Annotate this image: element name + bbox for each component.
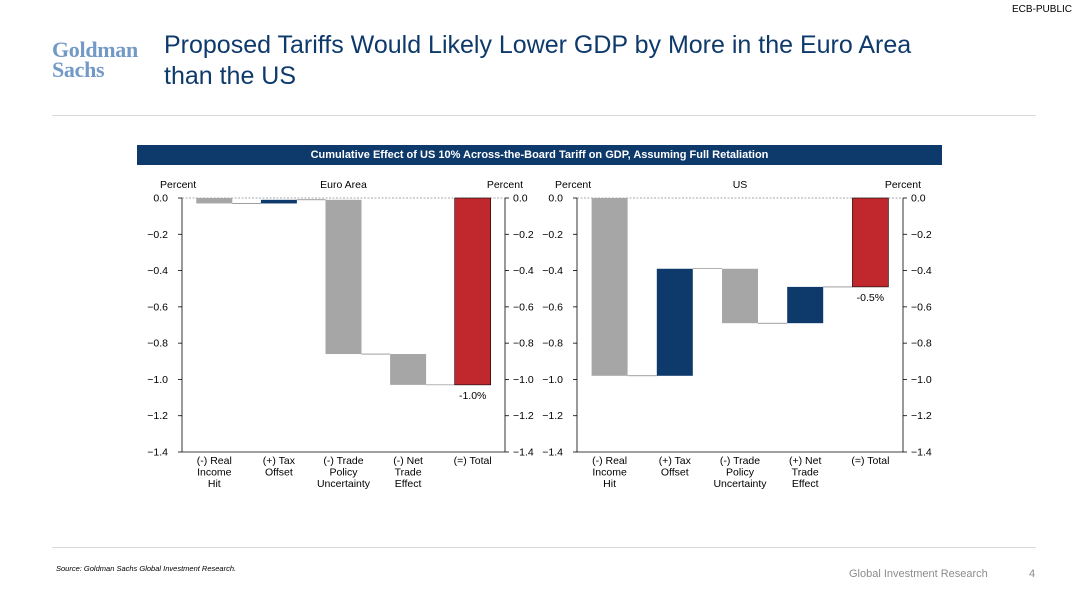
euro-area-left-tick-label: −1.0 (147, 374, 168, 386)
us-category-label: (-) Real (592, 455, 627, 467)
euro-area-category-label: Uncertainty (317, 478, 371, 490)
us-category-label: (=) Total (851, 455, 889, 467)
euro-area-left-tick-label: −0.2 (147, 229, 168, 241)
euro-area-category-label: (-) Real (197, 455, 232, 467)
us-category-label: (-) Trade (720, 455, 760, 467)
euro-area-right-tick-label: −1.4 (513, 447, 534, 459)
euro-area-category-label: Policy (329, 467, 358, 479)
euro-area-bar-3 (325, 199, 362, 355)
us-left-tick-label: −0.6 (542, 301, 563, 313)
logo-line-1: Goldman (52, 37, 138, 62)
euro-area-left-tick-label: −0.8 (147, 338, 168, 350)
euro-area-total-data-label: -1.0% (459, 390, 486, 402)
us-category-label: Offset (661, 467, 689, 479)
euro-area-category-label: (=) Total (454, 455, 492, 467)
us-bar-3 (722, 268, 758, 324)
us-left-tick-label: −1.2 (542, 410, 563, 422)
classification-label: ECB-PUBLIC (1011, 4, 1072, 15)
goldman-sachs-logo: Goldman Sachs (52, 37, 148, 82)
euro-area-right-tick-label: −0.4 (513, 265, 534, 277)
euro-area-right-tick-label: −0.2 (513, 229, 534, 241)
source-note: Source: Goldman Sachs Global Investment … (56, 564, 237, 573)
euro-area-bar-2 (260, 199, 297, 204)
us-panel-title: US (733, 179, 748, 191)
us-right-tick-label: −0.6 (911, 301, 932, 313)
us-right-tick-label: −1.2 (911, 410, 932, 422)
euro-area-category-label: (-) Trade (323, 455, 363, 467)
euro-area-right-unit-label: Percent (487, 179, 523, 191)
euro-area-left-unit-label: Percent (160, 179, 196, 191)
us-right-tick-label: −0.2 (911, 229, 932, 241)
euro-area-right-tick-label: −1.0 (513, 374, 534, 386)
euro-area-category-label: Hit (208, 478, 221, 490)
us-right-tick-label: −1.0 (911, 374, 932, 386)
euro-area-left-tick-label: −1.4 (147, 447, 168, 459)
euro-area-bar-1 (196, 198, 233, 204)
euro-area-left-tick-label: −1.2 (147, 410, 168, 422)
us-category-label: (+) Net (789, 455, 821, 467)
euro-area-right-tick-label: 0.0 (513, 193, 528, 205)
us-category-label: Uncertainty (713, 478, 767, 490)
us-right-unit-label: Percent (885, 179, 921, 191)
euro-area-right-tick-label: −0.6 (513, 301, 534, 313)
us-right-tick-label: 0.0 (911, 193, 926, 205)
us-left-unit-label: Percent (555, 179, 591, 191)
logo-line-2: Sachs (52, 57, 105, 82)
euro-area-category-label: Offset (265, 467, 293, 479)
euro-area-right-tick-label: −1.2 (513, 410, 534, 422)
euro-area-left-tick-label: 0.0 (153, 193, 168, 205)
us-bar-1 (591, 198, 628, 376)
us-category-label: (+) Tax (659, 455, 692, 467)
us-bar-4 (787, 286, 824, 324)
euro-area-category-label: Income (197, 467, 232, 479)
slide-title: Proposed Tariffs Would Likely Lower GDP … (164, 31, 912, 90)
euro-area-category-label: (-) Net (393, 455, 423, 467)
us-category-label: Policy (726, 467, 755, 479)
us-left-tick-label: −0.8 (542, 338, 563, 350)
euro-area-left-tick-label: −0.4 (147, 265, 168, 277)
us-category-label: Income (592, 467, 627, 479)
chart-title-banner: Cumulative Effect of US 10% Across-the-B… (137, 145, 942, 165)
us-right-tick-label: −0.8 (911, 338, 932, 350)
euro-area-bar-5 (454, 197, 492, 386)
header-divider (52, 115, 1036, 116)
us-right-tick-label: −1.4 (911, 447, 932, 459)
euro-area-category-label: Trade (395, 467, 422, 479)
us-total-data-label: -0.5% (857, 292, 884, 304)
us-bar-2 (656, 268, 693, 376)
us-left-tick-label: −1.0 (542, 374, 563, 386)
us-category-label: Hit (603, 478, 616, 490)
euro-area-panel-title: Euro Area (320, 179, 367, 191)
euro-area-category-label: Effect (395, 478, 422, 490)
us-bar-5 (852, 197, 889, 288)
euro-area-category-label: (+) Tax (263, 455, 296, 467)
us-left-tick-label: −1.4 (542, 447, 563, 459)
us-category-label: Effect (792, 478, 819, 490)
footer-brand: Global Investment Research (849, 568, 988, 580)
page-number: 4 (1029, 568, 1036, 580)
euro-area-left-tick-label: −0.6 (147, 301, 168, 313)
euro-area-bar-4 (390, 354, 427, 385)
us-left-tick-label: −0.4 (542, 265, 563, 277)
us-left-tick-label: 0.0 (548, 193, 563, 205)
us-left-tick-label: −0.2 (542, 229, 563, 241)
euro-area-right-tick-label: −0.8 (513, 338, 534, 350)
footer-divider (52, 547, 1036, 548)
us-right-tick-label: −0.4 (911, 265, 932, 277)
us-category-label: Trade (792, 467, 819, 479)
